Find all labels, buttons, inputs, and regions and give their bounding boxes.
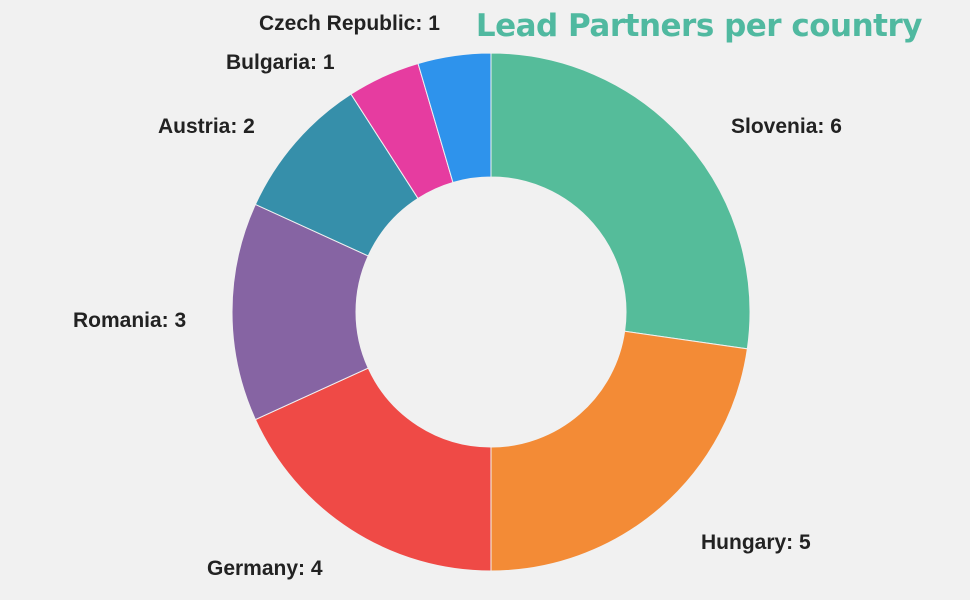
chart-slices — [231, 52, 751, 572]
slice-hungary — [490, 330, 748, 572]
label-germany: Germany: 4 — [207, 557, 323, 580]
slice-slovenia — [490, 52, 751, 350]
label-bulgaria: Bulgaria: 1 — [226, 51, 335, 74]
label-czech-republic: Czech Republic: 1 — [259, 12, 440, 35]
label-hungary: Hungary: 5 — [701, 531, 811, 554]
label-romania: Romania: 3 — [73, 309, 186, 332]
slice-romania — [231, 203, 369, 421]
label-slovenia: Slovenia: 6 — [731, 115, 842, 138]
slice-germany — [254, 367, 492, 572]
chart-title: Lead Partners per country — [476, 8, 922, 44]
label-austria: Austria: 2 — [158, 115, 255, 138]
chart-labels: Slovenia: 6 Hungary: 5 Germany: 4 Romania: … — [73, 12, 842, 580]
slice-czech-republic — [417, 52, 492, 184]
